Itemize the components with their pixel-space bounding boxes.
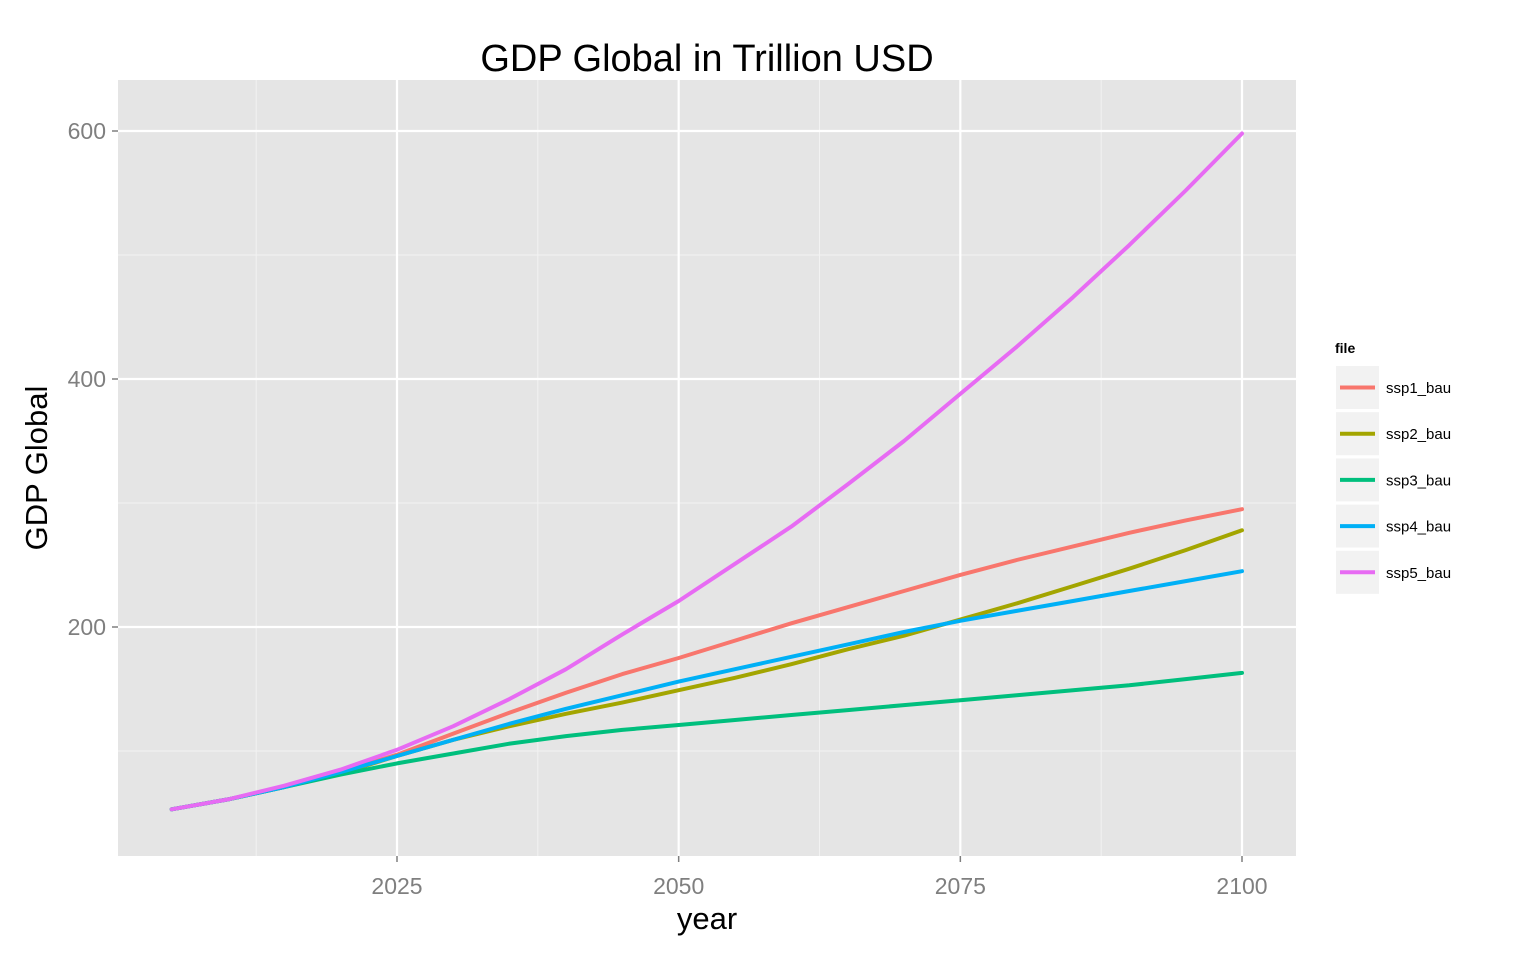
legend-label: ssp5_bau [1386,565,1451,582]
plot-panel [118,80,1296,856]
x-tick-label: 2050 [653,873,704,899]
y-tick-label: 600 [68,118,106,144]
legend-label: ssp2_bau [1386,426,1451,443]
x-tick-label: 2025 [371,873,422,899]
legend-label: ssp3_bau [1386,472,1451,489]
series-line-ssp3_bau [169,670,1244,812]
legend-label: ssp4_bau [1386,519,1451,536]
legend: file ssp1_bau ssp2_bau ssp3_bau ssp4_baussp… [1335,340,1451,594]
legend-label: ssp1_bau [1386,380,1451,397]
series-lines [169,131,1244,812]
legend-item-ssp4_bau: ssp4_bau [1336,504,1451,548]
x-tick-label: 2100 [1216,873,1267,899]
chart-title: GDP Global in Trillion USD [480,38,933,80]
minor-gridlines [118,80,1296,856]
x-axis-title: year [677,901,737,936]
y-axis-title: GDP Global [19,386,54,551]
legend-item-ssp3_bau: ssp3_bau [1336,458,1451,502]
y-tick-label: 200 [68,614,106,640]
legend-item-ssp1_bau: ssp1_bau [1336,366,1451,409]
legend-title: file [1335,340,1355,356]
series-line-ssp4_bau [169,569,1244,812]
y-tick-label: 400 [68,366,106,392]
y-axis: 200 400 600 [68,118,118,640]
legend-item-ssp2_bau: ssp2_bau [1336,412,1451,456]
x-axis: 2025 2050 2075 2100 [371,856,1268,899]
major-gridlines [118,80,1296,856]
series-line-ssp5_bau [169,131,1244,812]
legend-item-ssp5_bau: ssp5_bau [1336,550,1451,594]
x-tick-label: 2075 [935,873,986,899]
